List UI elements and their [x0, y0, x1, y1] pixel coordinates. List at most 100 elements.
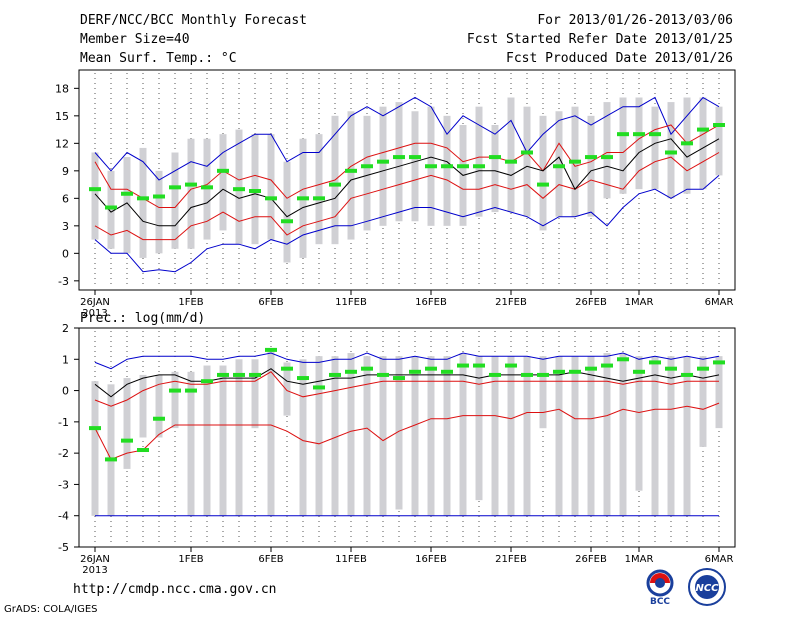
prec-box: [603, 359, 611, 438]
prec-green-marker: [633, 369, 645, 374]
prec-box: [635, 359, 643, 469]
prec-plot-frame: [78, 327, 736, 548]
prec-year-label: 2013: [82, 565, 107, 576]
temp-green-marker: [505, 159, 517, 164]
temp-green-marker: [153, 194, 165, 199]
prec-green-marker: [185, 388, 197, 393]
temp-ytick-label: 9: [62, 165, 69, 178]
temp-box: [203, 152, 211, 231]
prec-ytick-label: -2: [58, 447, 69, 460]
prec-green-marker: [441, 369, 453, 374]
bcc-logo-text: BCC: [650, 597, 670, 606]
prec-box: [283, 368, 291, 407]
prec-green-marker: [473, 363, 485, 368]
temp-green-marker: [345, 168, 357, 173]
temp-box: [283, 184, 291, 231]
prec-green-marker: [105, 457, 117, 462]
prec-green-marker: [521, 372, 533, 377]
prec-xtick-label: 6FEB: [258, 554, 283, 565]
prec-xtick-label: 1MAR: [625, 554, 654, 565]
prec-box: [235, 368, 243, 407]
prec-whisker-bar: [443, 356, 451, 516]
grads-credit: GrADS: COLA/IGES: [4, 604, 98, 615]
prec-box: [299, 362, 307, 516]
temp-box: [555, 134, 563, 208]
temp-green-marker: [409, 155, 421, 160]
temp-ytick-label: 12: [55, 137, 69, 150]
bcc-logo-icon: BCC: [646, 569, 674, 606]
temp-green-marker: [473, 164, 485, 169]
temp-box: [187, 166, 195, 235]
prec-box: [91, 390, 99, 516]
prec-ytick-label: 1: [62, 353, 69, 366]
prec-whisker-bar: [235, 359, 243, 516]
temp-green-marker: [553, 164, 565, 169]
temp-box: [651, 120, 659, 176]
temp-green-marker: [457, 164, 469, 169]
prec-box: [475, 359, 483, 501]
prec-green-marker: [169, 388, 181, 393]
prec-green-marker: [89, 426, 101, 431]
prec-whisker-bar: [555, 356, 563, 516]
temp-box: [235, 143, 243, 226]
member-size: Member Size=40: [80, 32, 190, 47]
temp-green-marker: [169, 185, 181, 190]
forecast-range: For 2013/01/26-2013/03/06: [537, 13, 733, 28]
prec-xtick-label: 21FEB: [495, 554, 527, 565]
prec-whisker-bar: [267, 349, 275, 516]
temp-green-marker: [185, 182, 197, 187]
prec-box: [715, 359, 723, 422]
prec-green-marker: [553, 369, 565, 374]
temp-box: [395, 115, 403, 208]
temp-ytick-label: 15: [55, 110, 69, 123]
prec-box: [251, 362, 259, 429]
temp-box: [507, 111, 515, 203]
prec-red-high-line: [94, 402, 720, 461]
temp-box: [635, 106, 643, 180]
temp-green-marker: [649, 132, 661, 137]
temp-xtick-label: 6MAR: [705, 297, 734, 308]
prec-red-low-line: [94, 371, 719, 407]
temp-green-marker: [329, 182, 341, 187]
temp-green-marker: [425, 164, 437, 169]
temp-box: [459, 134, 467, 213]
temp-green-marker: [297, 196, 309, 201]
temp-box: [427, 120, 435, 203]
prec-green-marker: [601, 363, 613, 368]
temp-green-marker: [713, 123, 725, 127]
prec-box: [683, 359, 691, 438]
website-url[interactable]: http://cmdp.ncc.cma.gov.cn: [73, 582, 277, 597]
temp-box: [379, 120, 387, 213]
temp-box: [411, 125, 419, 203]
prec-green-marker: [393, 376, 405, 381]
prec-green-marker: [665, 366, 677, 371]
prec-box: [347, 359, 355, 516]
temp-box: [91, 161, 99, 213]
prec-box: [555, 359, 563, 422]
prec-box: [219, 368, 227, 407]
temp-box: [107, 175, 115, 222]
prec-whisker-bar: [187, 371, 195, 516]
temp-green-marker: [393, 155, 405, 160]
temp-xtick-label: 16FEB: [415, 297, 447, 308]
temp-box: [667, 115, 675, 185]
prec-green-marker: [505, 363, 517, 368]
prec-green-marker: [361, 366, 373, 371]
prec-green-marker: [409, 369, 421, 374]
prec-xtick-label: 26JAN: [80, 554, 110, 565]
prec-green-marker: [249, 372, 261, 377]
temp-xtick-label: 26FEB: [575, 297, 607, 308]
prec-box: [155, 378, 163, 438]
prec-green-marker: [265, 347, 277, 352]
temp-box: [139, 184, 147, 226]
temp-green-marker: [265, 196, 277, 201]
prec-green-marker: [649, 360, 661, 365]
prec-box: [107, 390, 115, 485]
prec-box: [379, 359, 387, 422]
temp-blue-high-line: [94, 96, 720, 181]
prec-ytick-label: 0: [62, 385, 69, 398]
prec-box: [587, 359, 595, 438]
temp-green-marker: [105, 205, 117, 210]
temp-ytick-label: 18: [55, 82, 69, 95]
temp-green-marker: [121, 191, 133, 196]
